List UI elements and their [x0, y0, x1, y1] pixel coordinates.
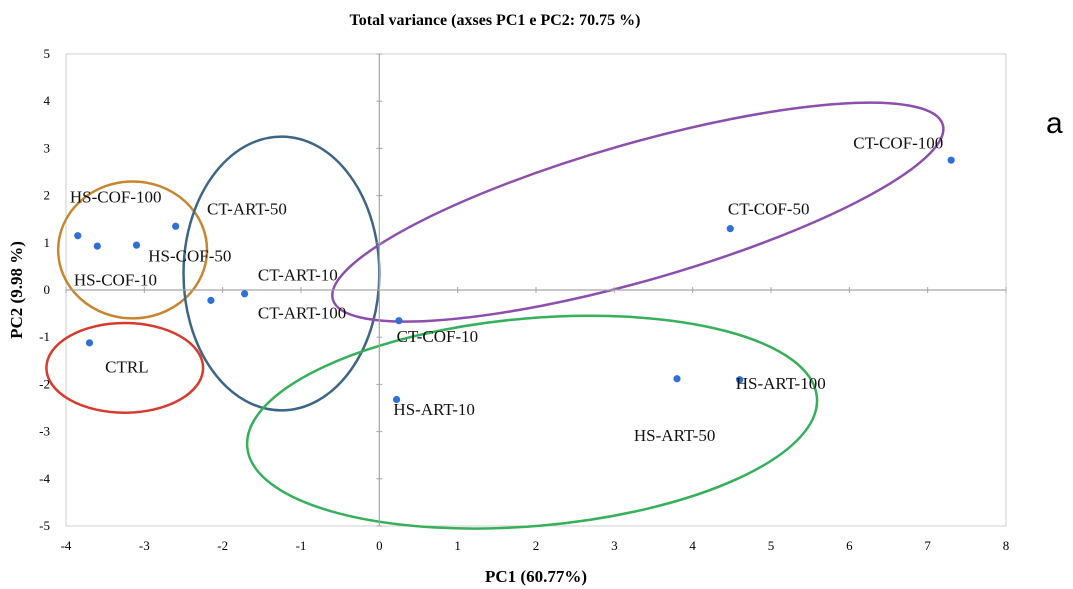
y-tick-label: 0: [44, 282, 51, 297]
data-label: HS-ART-50: [634, 426, 715, 445]
x-axis-title: PC1 (60.77%): [485, 567, 587, 586]
y-tick-label: -3: [39, 424, 50, 439]
y-tick-label: 2: [44, 188, 51, 203]
x-tick-label: 4: [689, 538, 696, 553]
data-point: [85, 339, 94, 347]
x-tick-label: 7: [924, 538, 931, 553]
x-tick-label: 8: [1003, 538, 1010, 553]
data-label: CT-COF-100: [853, 133, 943, 152]
y-tick-label: -4: [39, 471, 50, 486]
x-tick-label: 5: [768, 538, 775, 553]
x-tick-label: 6: [846, 538, 853, 553]
group-ellipse-1: [56, 180, 209, 320]
data-label: CT-ART-100: [258, 303, 346, 322]
data-point: [947, 156, 955, 164]
data-point: [395, 317, 403, 325]
y-tick-label: 3: [44, 140, 51, 155]
data-points: [74, 156, 955, 404]
x-tick-label: 2: [533, 538, 540, 553]
group-ellipse-4: [331, 101, 945, 323]
chart-title: Total variance (axses PC1 e PC2: 70.75 %…: [350, 12, 641, 29]
data-label: HS-ART-10: [393, 400, 474, 419]
y-tick-label: -1: [39, 329, 50, 344]
data-point: [207, 296, 215, 304]
data-point: [241, 290, 249, 298]
data-point: [736, 376, 744, 384]
group-ellipse-5: [245, 314, 819, 530]
y-tick-label: 1: [44, 235, 51, 250]
x-tick-label: 3: [611, 538, 618, 553]
y-axis-title: PC2 (9.98 %): [7, 241, 26, 339]
y-tick-label: 5: [44, 46, 51, 61]
point-labels: HS-COF-100 CT-ART-50 HS-COF-50 HS-COF-10 CT-…: [70, 133, 943, 445]
data-label: HS-ART-100: [736, 374, 826, 393]
data-point: [673, 375, 681, 383]
panel-label: a: [1046, 107, 1063, 140]
data-label: CTRL: [105, 358, 148, 377]
data-label: HS-COF-50: [148, 247, 231, 266]
data-point: [172, 222, 180, 230]
x-tick-label: 0: [376, 538, 383, 553]
y-tick-label: -5: [39, 518, 50, 533]
data-point: [93, 242, 101, 250]
axes: -4 -3 -2 -1 0 1 2 3 4 5 6 7 8 -5 -4 -3 -2 -1 0 1 2 3 4 5: [39, 46, 1009, 553]
y-tick-label: -2: [39, 376, 50, 391]
x-tick-label: 1: [454, 538, 461, 553]
x-tick-label: -2: [217, 538, 228, 553]
data-label: CT-ART-50: [207, 199, 287, 218]
group-ellipse-3: [45, 321, 205, 414]
data-label: CT-ART-10: [258, 266, 338, 285]
x-tick-label: -1: [296, 538, 307, 553]
data-point: [726, 225, 734, 233]
x-tick-label: -4: [61, 538, 72, 553]
data-point: [392, 395, 401, 404]
y-tick-label: 4: [44, 93, 51, 108]
data-label: HS-COF-100: [70, 188, 162, 207]
group-ellipses: [45, 101, 945, 530]
data-point: [74, 232, 82, 240]
data-label: HS-COF-10: [74, 270, 157, 289]
x-tick-label: -3: [139, 538, 150, 553]
data-label: CT-COF-50: [728, 199, 810, 218]
data-point: [132, 241, 141, 249]
data-label: CT-COF-10: [397, 327, 479, 346]
